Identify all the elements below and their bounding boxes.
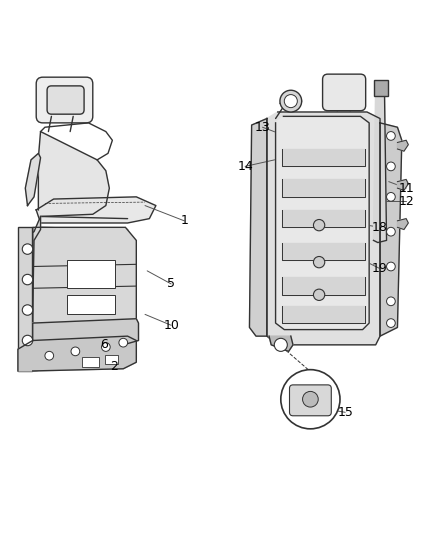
Text: 14: 14 (237, 160, 253, 173)
Polygon shape (276, 116, 369, 329)
Circle shape (314, 256, 325, 268)
Circle shape (22, 335, 33, 346)
Circle shape (314, 220, 325, 231)
FancyBboxPatch shape (322, 74, 366, 111)
Polygon shape (282, 149, 365, 166)
Polygon shape (19, 341, 136, 371)
Text: 13: 13 (254, 121, 270, 134)
Polygon shape (33, 319, 138, 345)
Polygon shape (19, 216, 41, 371)
Circle shape (102, 343, 110, 351)
Polygon shape (25, 154, 41, 206)
Circle shape (303, 391, 318, 407)
Polygon shape (282, 243, 365, 260)
Circle shape (280, 90, 302, 112)
Polygon shape (36, 197, 156, 223)
FancyBboxPatch shape (47, 86, 84, 114)
FancyBboxPatch shape (67, 295, 115, 314)
Text: 6: 6 (100, 338, 108, 351)
Polygon shape (250, 118, 267, 336)
Text: 15: 15 (337, 406, 353, 419)
Circle shape (284, 94, 297, 108)
Polygon shape (282, 277, 365, 295)
Polygon shape (267, 112, 380, 345)
Circle shape (22, 305, 33, 315)
Polygon shape (282, 210, 365, 228)
FancyBboxPatch shape (105, 355, 118, 365)
Polygon shape (397, 140, 408, 151)
Circle shape (387, 319, 395, 327)
Circle shape (387, 162, 395, 171)
Circle shape (119, 338, 127, 347)
FancyBboxPatch shape (290, 385, 331, 416)
Circle shape (281, 370, 340, 429)
Polygon shape (397, 180, 408, 190)
Circle shape (314, 289, 325, 301)
Circle shape (387, 228, 395, 236)
Circle shape (274, 338, 287, 351)
Circle shape (387, 262, 395, 271)
Circle shape (22, 274, 33, 285)
FancyBboxPatch shape (67, 260, 115, 288)
Polygon shape (380, 123, 402, 336)
Polygon shape (19, 336, 136, 371)
Polygon shape (18, 336, 136, 371)
Text: 19: 19 (372, 262, 388, 275)
FancyBboxPatch shape (374, 80, 389, 96)
Polygon shape (282, 180, 365, 197)
Polygon shape (41, 230, 127, 275)
Polygon shape (269, 336, 293, 351)
Circle shape (71, 347, 80, 356)
Polygon shape (374, 84, 387, 243)
Text: 1: 1 (180, 214, 188, 227)
Text: 2: 2 (111, 360, 119, 373)
FancyBboxPatch shape (36, 77, 93, 123)
Circle shape (387, 132, 395, 140)
Polygon shape (397, 219, 408, 230)
Text: 18: 18 (372, 221, 388, 234)
Circle shape (387, 192, 395, 201)
FancyBboxPatch shape (18, 228, 32, 371)
Circle shape (387, 297, 395, 305)
Text: 11: 11 (398, 182, 414, 195)
FancyBboxPatch shape (82, 357, 99, 367)
Text: 10: 10 (163, 319, 179, 332)
Circle shape (22, 244, 33, 254)
Text: 5: 5 (167, 277, 175, 290)
Polygon shape (282, 305, 365, 323)
Text: 12: 12 (398, 195, 414, 208)
Polygon shape (39, 132, 110, 216)
Circle shape (45, 351, 53, 360)
Polygon shape (33, 228, 136, 332)
